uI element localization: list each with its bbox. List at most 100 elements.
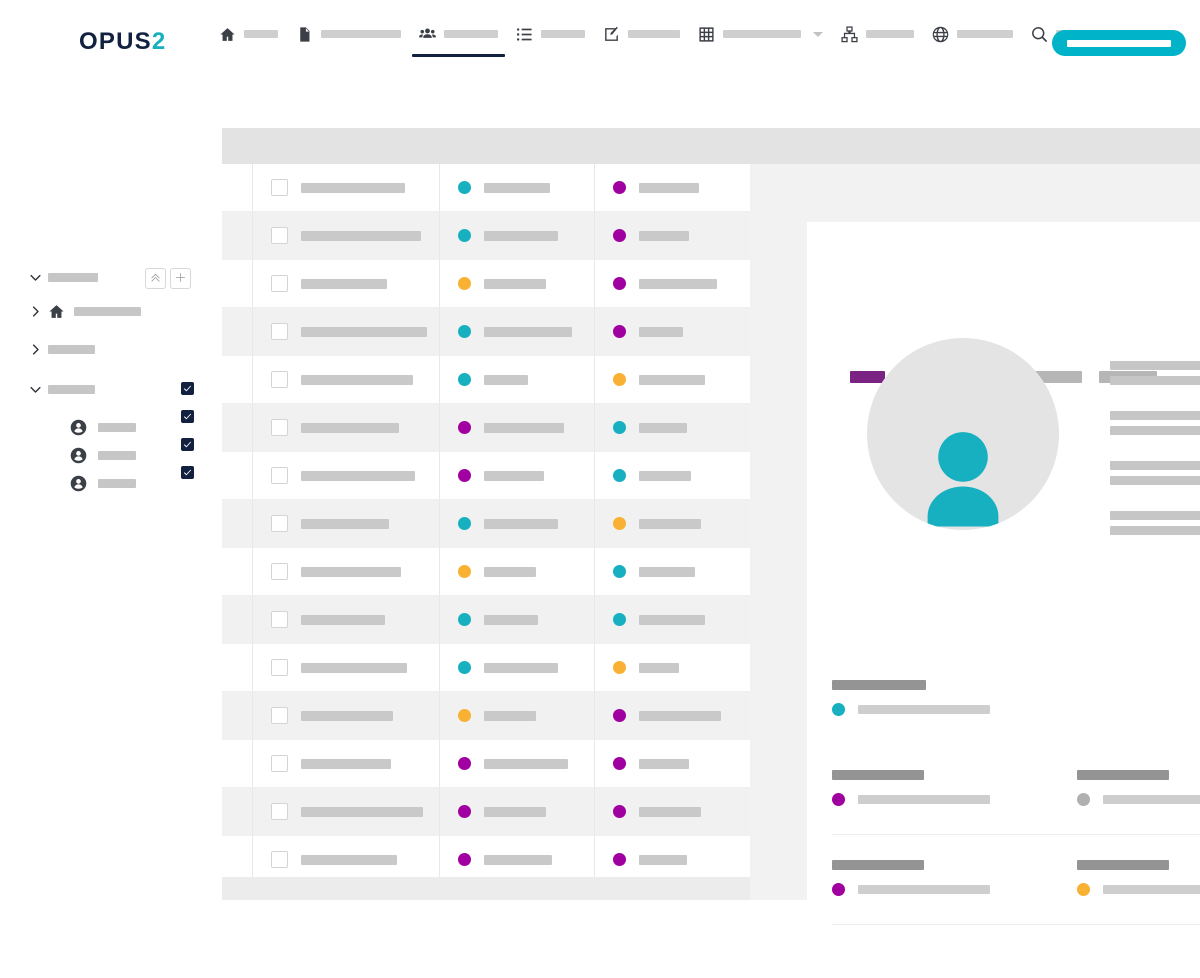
- nav-item-documents[interactable]: [287, 0, 410, 68]
- table-row[interactable]: [222, 212, 750, 260]
- sidebar-tree-leaf[interactable]: [42, 409, 250, 445]
- table-row[interactable]: [222, 692, 750, 740]
- row-category-cell: [595, 212, 751, 259]
- info-line: [1110, 426, 1200, 435]
- sidebar-checkbox[interactable]: [181, 438, 194, 451]
- sidebar-tree-item-home[interactable]: [0, 293, 250, 329]
- opus2-logo[interactable]: OPUS2: [79, 30, 166, 54]
- row-checkbox[interactable]: [271, 851, 288, 868]
- sidebar-tree-leaf[interactable]: [42, 465, 250, 501]
- row-category-cell: [595, 644, 751, 691]
- chevron-down-icon[interactable]: [813, 31, 823, 37]
- row-category-cell: [595, 500, 751, 547]
- row-name-placeholder: [301, 758, 391, 769]
- nav-item-structure[interactable]: [832, 0, 923, 68]
- table-row[interactable]: [222, 260, 750, 308]
- row-status-cell: [440, 404, 595, 451]
- row-checkbox[interactable]: [271, 323, 288, 340]
- sidebar-tree-label: [48, 272, 98, 282]
- info-line: [1110, 476, 1200, 485]
- row-gutter: [222, 452, 253, 499]
- detail-field-label: [832, 860, 924, 870]
- table-row[interactable]: [222, 356, 750, 404]
- row-checkbox[interactable]: [271, 227, 288, 244]
- check-icon: [184, 385, 191, 392]
- row-checkbox[interactable]: [271, 371, 288, 388]
- table-row[interactable]: [222, 548, 750, 596]
- sidebar-checkbox[interactable]: [181, 466, 194, 479]
- collapse-all-button[interactable]: [145, 268, 166, 289]
- row-checkbox[interactable]: [271, 515, 288, 532]
- sidebar-checkbox[interactable]: [181, 382, 194, 395]
- row-checkbox[interactable]: [271, 659, 288, 676]
- add-item-button[interactable]: [170, 268, 191, 289]
- row-checkbox[interactable]: [271, 563, 288, 580]
- table-row[interactable]: [222, 404, 750, 452]
- nav-item-global[interactable]: [923, 0, 1022, 68]
- row-status-cell: [440, 692, 595, 739]
- table-row[interactable]: [222, 788, 750, 836]
- row-status-placeholder: [484, 710, 536, 721]
- row-category-placeholder: [639, 278, 717, 289]
- row-gutter: [222, 308, 253, 355]
- sidebar-tree-leaf[interactable]: [42, 437, 250, 473]
- row-checkbox[interactable]: [271, 179, 288, 196]
- table-row[interactable]: [222, 452, 750, 500]
- nav-item-grid[interactable]: [689, 0, 832, 68]
- category-dot: [613, 277, 626, 290]
- row-gutter: [222, 788, 253, 835]
- detail-info-group: [1110, 511, 1200, 535]
- category-dot: [613, 613, 626, 626]
- chevron-right-icon[interactable]: [28, 304, 48, 319]
- data-table: [222, 164, 750, 884]
- detail-field-dot: [1077, 793, 1090, 806]
- info-line: [1110, 376, 1200, 385]
- table-row[interactable]: [222, 164, 750, 212]
- table-row[interactable]: [222, 740, 750, 788]
- chevron-right-icon[interactable]: [28, 342, 48, 357]
- nav-item-people[interactable]: [410, 0, 507, 68]
- row-status-placeholder: [484, 374, 528, 385]
- row-status-cell: [440, 596, 595, 643]
- sidebar-tree-item-expanded[interactable]: [0, 371, 250, 407]
- divider: [832, 924, 1200, 925]
- row-status-placeholder: [484, 806, 546, 817]
- primary-action-button[interactable]: [1052, 30, 1186, 56]
- table-row[interactable]: [222, 308, 750, 356]
- row-status-placeholder: [484, 326, 572, 337]
- row-category-cell: [595, 452, 751, 499]
- row-checkbox[interactable]: [271, 803, 288, 820]
- row-checkbox[interactable]: [271, 707, 288, 724]
- chevron-down-icon[interactable]: [28, 270, 48, 285]
- row-status-cell: [440, 308, 595, 355]
- globe-icon: [932, 26, 949, 43]
- status-badge: [850, 371, 885, 383]
- table-row[interactable]: [222, 500, 750, 548]
- row-name-cell: [253, 356, 440, 403]
- nav-item-edit[interactable]: [594, 0, 689, 68]
- table-row[interactable]: [222, 596, 750, 644]
- sidebar-tree-group[interactable]: [0, 259, 250, 295]
- content-toolbar: [0, 68, 1200, 175]
- nav-item-label: [957, 30, 1013, 38]
- table-row[interactable]: [222, 644, 750, 692]
- detail-field: [832, 680, 990, 716]
- nav-item-list[interactable]: [507, 0, 594, 68]
- sidebar-tree-item[interactable]: [0, 331, 250, 367]
- detail-info-group: [1110, 361, 1200, 385]
- row-checkbox[interactable]: [271, 611, 288, 628]
- nav-item-home[interactable]: [210, 0, 287, 68]
- row-checkbox[interactable]: [271, 275, 288, 292]
- people-icon: [419, 26, 436, 43]
- row-category-cell: [595, 788, 751, 835]
- row-category-cell: [595, 740, 751, 787]
- row-status-cell: [440, 164, 595, 211]
- row-name-cell: [253, 644, 440, 691]
- chevron-down-icon[interactable]: [28, 382, 48, 397]
- sidebar-checkbox[interactable]: [181, 410, 194, 423]
- row-checkbox[interactable]: [271, 467, 288, 484]
- table-row[interactable]: [222, 836, 750, 884]
- row-checkbox[interactable]: [271, 419, 288, 436]
- row-checkbox[interactable]: [271, 755, 288, 772]
- sidebar-tree-panel: [0, 128, 222, 900]
